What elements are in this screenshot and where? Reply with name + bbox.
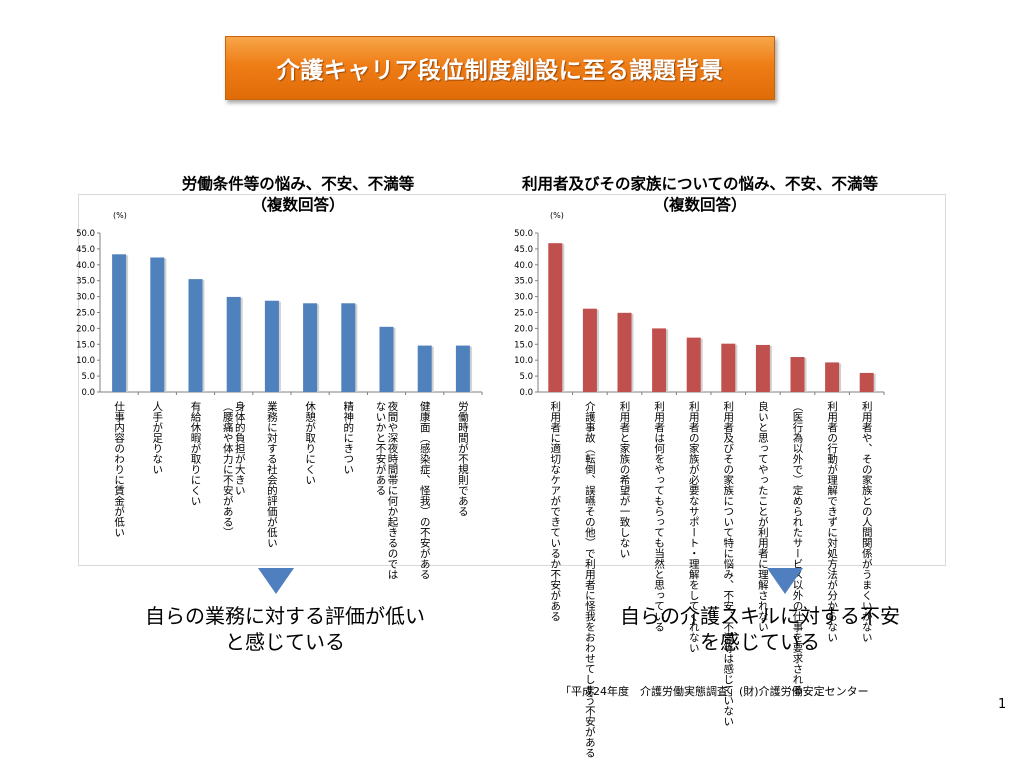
category-label: 利用者は何をやってもらっても当然と思っている <box>653 401 666 632</box>
bar <box>341 303 356 392</box>
slide-title: 介護キャリア段位制度創設に至る課題背景 <box>276 58 724 84</box>
category-label: 健康面（感染症、怪我）の不安がある <box>418 401 431 580</box>
chart-title-left: 労働条件等の悩み、不安、不満等 （複数回答） <box>181 175 415 214</box>
source-citation: 「平成24年度 介護労働実態調査」(財)介護労働安定センター <box>560 685 869 698</box>
bar <box>617 312 632 392</box>
y-tick-label: 0.0 <box>81 388 95 398</box>
category-label: 利用者と家族の希望が一致しない <box>618 401 631 559</box>
y-tick-label: 5.0 <box>519 372 533 382</box>
bar <box>652 328 667 392</box>
y-tick-label: 25.0 <box>514 309 533 319</box>
y-tick-label: 50.0 <box>514 229 533 239</box>
category-label: 利用者や、その家族との人間関係がうまくいかない <box>860 401 873 643</box>
bar <box>303 303 318 392</box>
category-label: 利用者及びその家族について特に悩み、不安、不満等は感じていない <box>722 401 735 727</box>
bar <box>264 300 279 392</box>
bar <box>226 296 241 392</box>
category-label: 仕事内容のわりに賃金が低い <box>113 401 126 538</box>
category-label: 介護事故（転倒、誤嚥その他）で利用者に怪我をおわせてしまう不安がある <box>583 401 596 758</box>
down-arrow-left <box>258 568 294 594</box>
conclusion-right: 自らの介護スキルに対する不安 を感じている <box>620 604 900 654</box>
bar-charts: (%) 50.0 45.0 40.0 35.0 30.0 25.0 20.0 15.0 10.0 5… <box>76 211 885 398</box>
bar <box>721 343 736 392</box>
bar <box>417 345 432 392</box>
y-tick-label: 35.0 <box>76 277 95 287</box>
chart-frame <box>78 194 946 566</box>
bar <box>825 362 840 392</box>
bar <box>548 243 563 392</box>
y-tick-label: 20.0 <box>76 324 95 334</box>
category-label: 休憩が取りにくい <box>304 401 317 485</box>
category-label: 利用者の行動が理解できずに対処方法が分からない <box>826 401 839 643</box>
category-label: 利用者に適切なケアができているか不安がある <box>549 401 562 622</box>
y-tick-label: 40.0 <box>76 261 95 271</box>
bar <box>379 326 394 392</box>
down-arrow-right <box>767 568 803 594</box>
category-label: 身体的負担が大きい （腰痛や体力に不安がある） <box>221 401 246 538</box>
category-label: 有給休暇が取りにくい <box>189 401 202 506</box>
bar <box>859 372 874 392</box>
title-banner: 介護キャリア段位制度創設に至る課題背景 <box>225 36 775 100</box>
unit-label: (%) <box>550 211 564 220</box>
bar <box>686 337 701 392</box>
y-tick-label: 40.0 <box>514 261 533 271</box>
category-label: 労働時間が不規則である <box>456 401 469 517</box>
y-tick-label: 30.0 <box>76 293 95 303</box>
bar <box>112 254 127 392</box>
y-tick-label: 30.0 <box>514 293 533 303</box>
bar <box>790 357 805 392</box>
y-tick-label: 0.0 <box>519 388 533 398</box>
y-tick-label: 45.0 <box>514 245 533 255</box>
unit-label: (%) <box>113 211 127 220</box>
bar <box>755 344 770 392</box>
category-label: （医行為以外で）定められたサービス以外の仕事を要求される <box>791 401 804 695</box>
y-tick-label: 20.0 <box>514 324 533 334</box>
y-tick-label: 35.0 <box>514 277 533 287</box>
y-tick-label: 45.0 <box>76 245 95 255</box>
chart-title-right: 利用者及びその家族についての悩み、不安、不満等 （複数回答） <box>521 175 879 214</box>
bar <box>582 308 597 392</box>
bar <box>150 257 165 392</box>
category-label: 利用者の家族が必要なサポート・理解をしてくれない <box>687 401 700 653</box>
y-tick-label: 15.0 <box>514 340 533 350</box>
y-tick-label: 50.0 <box>76 229 95 239</box>
category-label: 夜間や深夜時間帯に何か起きるのでは ないかと不安がある <box>374 401 399 580</box>
category-label: 精神的にきつい <box>342 401 355 475</box>
category-label: 人手が足りない <box>151 401 164 475</box>
y-tick-label: 10.0 <box>76 356 95 366</box>
y-tick-label: 25.0 <box>76 309 95 319</box>
y-tick-label: 5.0 <box>81 372 95 382</box>
page-number: 1 <box>998 697 1007 712</box>
conclusion-left: 自らの業務に対する評価が低い と感じている <box>145 604 425 654</box>
y-tick-label: 10.0 <box>514 356 533 366</box>
bar <box>188 279 203 392</box>
category-label: 良いと思ってやったことが利用者に理解されない <box>756 401 769 632</box>
bar <box>455 345 470 392</box>
y-tick-label: 15.0 <box>76 340 95 350</box>
category-label: 業務に対する社会的評価が低い <box>265 401 278 548</box>
